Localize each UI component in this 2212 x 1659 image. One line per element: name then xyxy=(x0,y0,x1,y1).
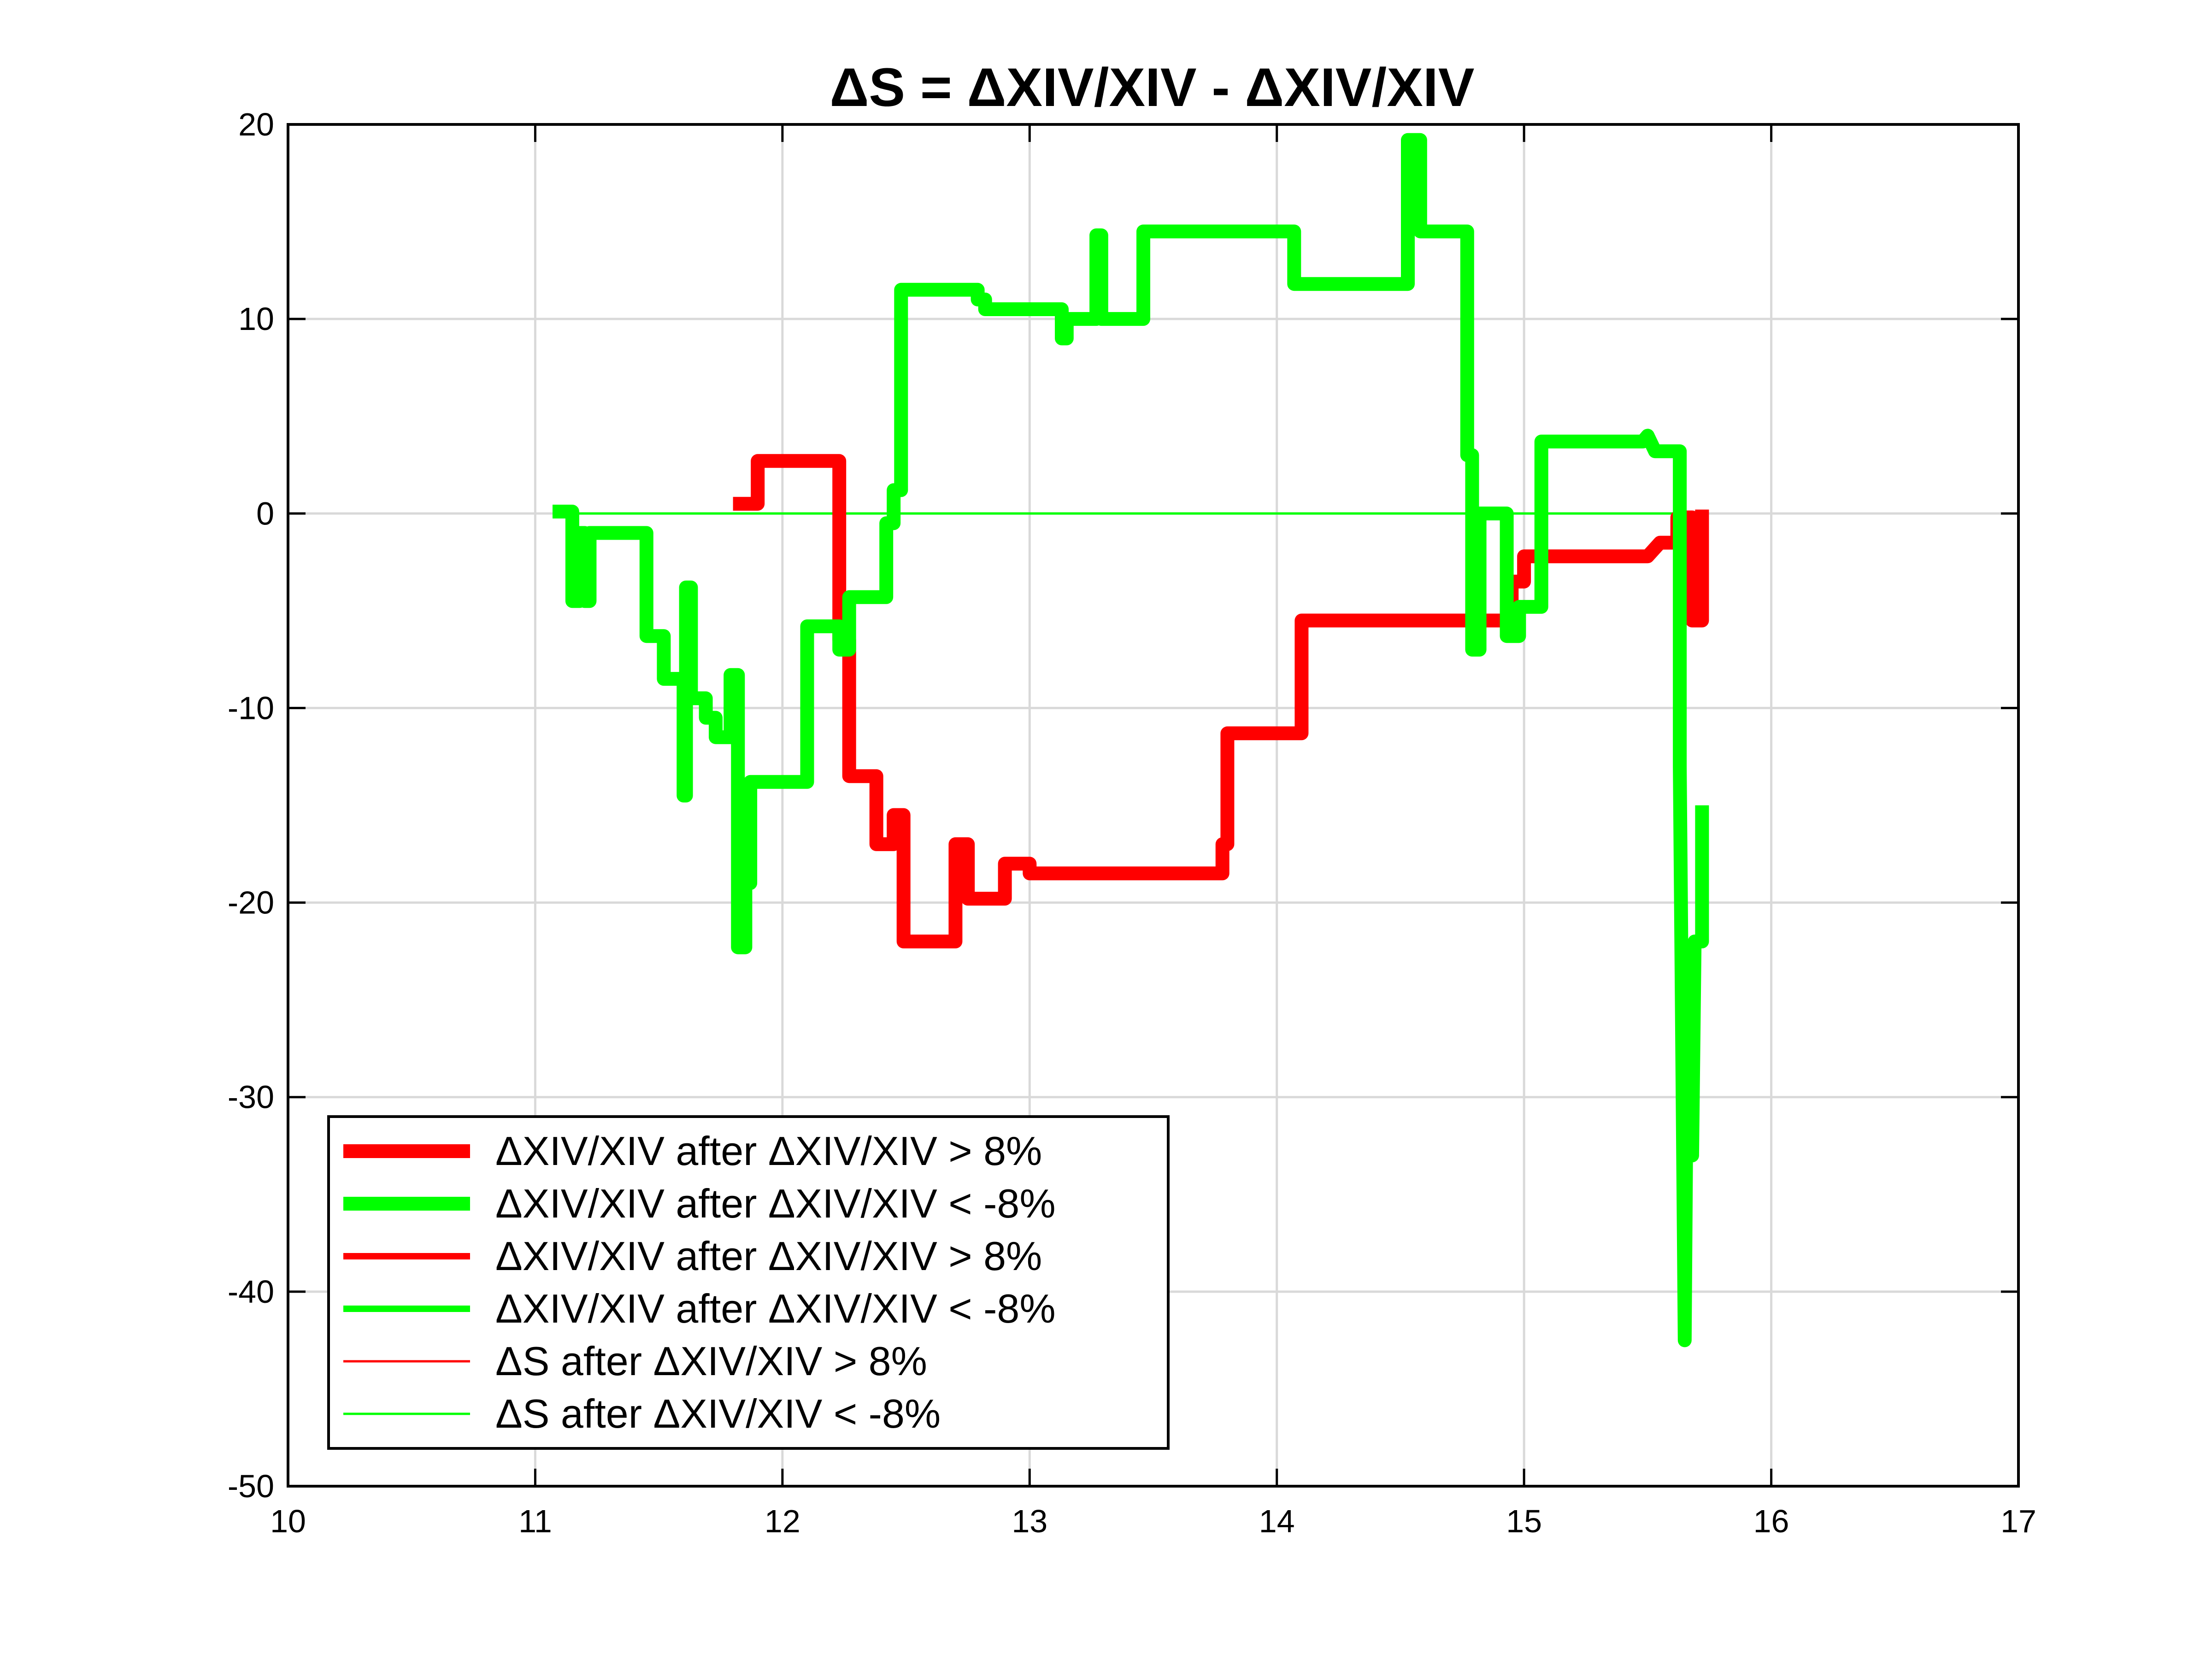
y-tick-label: 10 xyxy=(238,301,274,337)
legend-label-4: ΔXIV/XIV after ΔXIV/XIV < -8% xyxy=(495,1286,1056,1331)
x-tick-label: 13 xyxy=(1012,1503,1047,1539)
legend-label-5: ΔS after ΔXIV/XIV > 8% xyxy=(495,1338,927,1384)
legend-label-6: ΔS after ΔXIV/XIV < -8% xyxy=(495,1391,941,1436)
y-tick-label: -30 xyxy=(228,1079,274,1115)
series-line-2 xyxy=(553,133,1709,1347)
x-tick-label: 11 xyxy=(518,1503,552,1539)
y-tick-label: 20 xyxy=(238,106,274,142)
legend-box xyxy=(327,1115,1170,1450)
x-tick-label: 17 xyxy=(2000,1503,2036,1539)
x-tick-label: 16 xyxy=(1753,1503,1789,1539)
legend-label-1: ΔXIV/XIV after ΔXIV/XIV > 8% xyxy=(495,1128,1042,1174)
x-tick-label: 12 xyxy=(765,1503,800,1539)
y-tick-label: -40 xyxy=(228,1274,274,1310)
x-tick-label: 10 xyxy=(270,1503,306,1539)
y-tick-label: -20 xyxy=(228,885,274,921)
x-tick-label: 15 xyxy=(1506,1503,1542,1539)
legend-label-3: ΔXIV/XIV after ΔXIV/XIV > 8% xyxy=(495,1233,1042,1279)
chart-title: ΔS = ΔXIV/XIV - ΔXIV/XIV xyxy=(830,57,1475,118)
axis-ticks: 10 11 12 13 14 15 16 17 -50 -40 -30 -20 -10 0 10 20 xyxy=(228,106,2036,1539)
legend-label-2: ΔXIV/XIV after ΔXIV/XIV < -8% xyxy=(495,1181,1056,1226)
y-tick-label: 0 xyxy=(256,495,274,531)
x-tick-label: 14 xyxy=(1259,1503,1295,1539)
series-lines xyxy=(553,133,1709,1347)
y-tick-label: -10 xyxy=(228,690,274,726)
series-line-1 xyxy=(733,454,1709,948)
y-tick-label: -50 xyxy=(228,1468,274,1504)
legend: ΔXIV/XIV after ΔXIV/XIV > 8% ΔXIV/XIV aft… xyxy=(327,1115,1170,1450)
plot-area-frame xyxy=(287,123,2020,1488)
